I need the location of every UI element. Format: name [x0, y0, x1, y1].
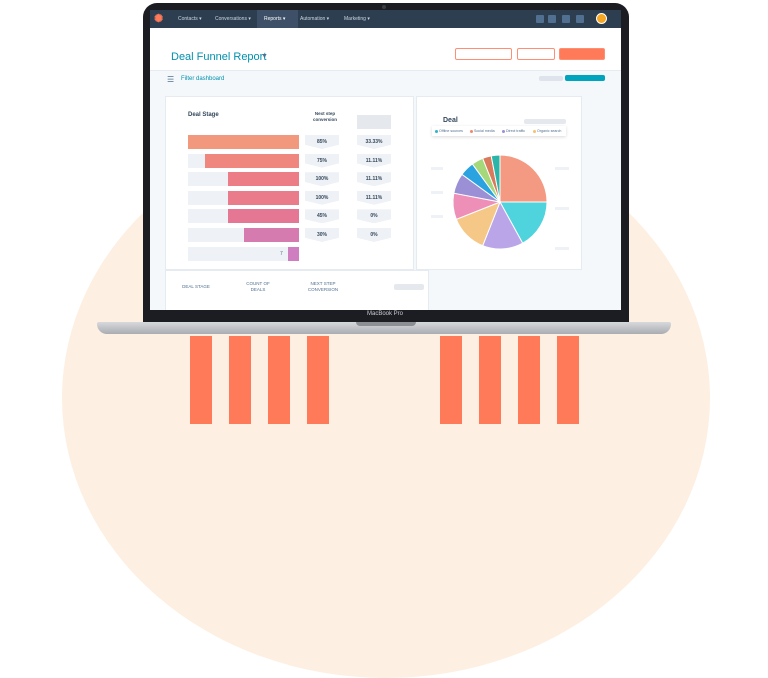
- overall-conversion-value: 11.11%: [357, 172, 391, 187]
- funnel-bar[interactable]: [243, 228, 299, 242]
- conversion-value: 85%: [305, 135, 339, 149]
- header-primary-button[interactable]: [559, 48, 605, 60]
- decorative-stripe: [557, 336, 579, 424]
- decorative-stripe: [440, 336, 462, 424]
- conversion-value: 30%: [305, 228, 339, 242]
- nav-marketplace-icon[interactable]: [548, 15, 556, 23]
- table-header-deal-stage[interactable]: DEAL STAGE: [182, 284, 210, 289]
- avatar[interactable]: [596, 13, 607, 24]
- conversion-column-header: Next step conversion: [312, 111, 337, 122]
- hubspot-logo-icon[interactable]: ✺: [154, 13, 164, 25]
- column-header-placeholder: [357, 115, 391, 129]
- conversion-value: 75%: [305, 153, 339, 168]
- filter-dashboard-link[interactable]: Filter dashboard: [181, 76, 225, 82]
- conversion-value: 100%: [305, 172, 339, 187]
- ghost-label: [431, 215, 443, 218]
- page-title: Deal Funnel Report: [171, 51, 267, 63]
- funnel-bar[interactable]: [227, 172, 299, 187]
- nav-automation[interactable]: Automation ▾: [300, 16, 330, 22]
- funnel-title: Deal Stage: [188, 112, 219, 118]
- report-header: Deal Funnel Report ▼: [150, 28, 621, 71]
- date-range-pill[interactable]: [539, 76, 563, 81]
- ghost-label: [431, 191, 443, 194]
- filter-icon[interactable]: ☰: [167, 75, 175, 84]
- funnel-bar-track: [188, 246, 299, 261]
- pie-card: Deal Offline sources Social media Direct…: [416, 96, 582, 270]
- pie-legend: Offline sources Social media Direct traf…: [432, 126, 566, 136]
- legend-item[interactable]: Offline sources: [435, 129, 463, 133]
- laptop-base: [97, 322, 671, 334]
- ghost-label: [555, 247, 569, 250]
- pie-slice[interactable]: [499, 154, 548, 203]
- legend-item[interactable]: Direct traffic: [502, 129, 525, 133]
- overall-conversion-value: 11.11%: [357, 153, 391, 168]
- ghost-label: [555, 167, 569, 170]
- nav-marketing[interactable]: Marketing ▾: [344, 16, 370, 22]
- ghost-label: [431, 167, 443, 170]
- nav-notifications-icon[interactable]: [576, 15, 584, 23]
- conversion-value: 100%: [305, 190, 339, 205]
- chevron-down-icon[interactable]: ▼: [261, 53, 268, 60]
- top-nav: ✺ Contacts ▾ Conversations ▾ Reports ▾ A…: [150, 10, 621, 28]
- overall-conversion-value: 11.11%: [357, 190, 391, 205]
- table-placeholder: [394, 284, 424, 290]
- decorative-stripe: [518, 336, 540, 424]
- pie-title: Deal: [443, 117, 458, 124]
- funnel-bar[interactable]: [188, 135, 299, 149]
- funnel-bar[interactable]: [287, 246, 299, 261]
- add-report-button[interactable]: [565, 75, 605, 81]
- funnel-bar[interactable]: [227, 190, 299, 205]
- decorative-stripe: [268, 336, 290, 424]
- funnel-bar[interactable]: [227, 209, 299, 224]
- overall-conversion-value: 0%: [357, 209, 391, 224]
- table-header-conversion[interactable]: NEXT STEP CONVERSION: [307, 281, 339, 292]
- nav-contacts[interactable]: Contacts ▾: [178, 16, 202, 22]
- funnel-final-value: 7: [280, 250, 283, 257]
- pie-slice[interactable]: [490, 154, 501, 203]
- pie-slice[interactable]: [499, 201, 548, 244]
- overall-conversion-value: 0%: [357, 228, 391, 242]
- funnel-bar[interactable]: [204, 153, 299, 168]
- conversion-value: 45%: [305, 209, 339, 224]
- ghost-label: [555, 207, 569, 210]
- decorative-stripe: [229, 336, 251, 424]
- decorative-stripe: [190, 336, 212, 424]
- nav-help-icon[interactable]: [562, 15, 570, 23]
- header-button-1[interactable]: [455, 48, 512, 60]
- pie-header-placeholder: [524, 119, 566, 124]
- device-label: MacBook Pro: [366, 311, 403, 317]
- overall-conversion-value: 33.33%: [357, 135, 391, 149]
- nav-reports[interactable]: Reports ▾: [257, 10, 298, 28]
- nav-apps-icon[interactable]: [536, 15, 544, 23]
- nav-conversations[interactable]: Conversations ▾: [215, 16, 251, 22]
- header-button-2[interactable]: [517, 48, 555, 60]
- laptop-notch: [356, 322, 416, 326]
- decorative-stripe: [307, 336, 329, 424]
- table-card: DEAL STAGE COUNT OF DEALS NEXT STEP CONV…: [165, 270, 429, 310]
- decorative-stripe: [479, 336, 501, 424]
- pie-chart[interactable]: [417, 97, 581, 269]
- table-header-count[interactable]: COUNT OF DEALS: [246, 281, 270, 292]
- camera: [382, 5, 386, 9]
- legend-item[interactable]: Organic search: [533, 129, 561, 133]
- funnel-card: Deal Stage Next step conversion 85% 33.33…: [165, 96, 414, 270]
- legend-item[interactable]: Social media: [470, 129, 495, 133]
- screen: ✺ Contacts ▾ Conversations ▾ Reports ▾ A…: [150, 10, 621, 310]
